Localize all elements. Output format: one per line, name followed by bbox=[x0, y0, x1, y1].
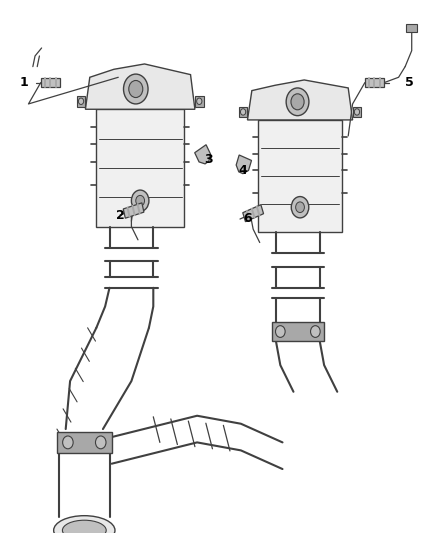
Polygon shape bbox=[41, 78, 60, 87]
Circle shape bbox=[129, 80, 143, 98]
Polygon shape bbox=[365, 78, 384, 87]
Circle shape bbox=[78, 98, 84, 104]
Text: 3: 3 bbox=[204, 154, 212, 166]
Polygon shape bbox=[57, 432, 112, 453]
Circle shape bbox=[286, 88, 309, 116]
Ellipse shape bbox=[62, 520, 106, 533]
Polygon shape bbox=[239, 107, 247, 117]
Text: 6: 6 bbox=[243, 212, 252, 225]
Circle shape bbox=[291, 94, 304, 110]
Circle shape bbox=[63, 436, 73, 449]
Polygon shape bbox=[195, 145, 210, 164]
Circle shape bbox=[136, 196, 145, 206]
Circle shape bbox=[311, 326, 320, 337]
Text: 1: 1 bbox=[20, 76, 28, 89]
Polygon shape bbox=[195, 96, 204, 107]
Polygon shape bbox=[353, 107, 361, 117]
Polygon shape bbox=[77, 96, 85, 107]
Bar bbox=[406, 24, 417, 32]
Polygon shape bbox=[123, 203, 144, 218]
Circle shape bbox=[197, 98, 202, 104]
Text: 5: 5 bbox=[405, 76, 414, 89]
Circle shape bbox=[240, 109, 246, 115]
Ellipse shape bbox=[53, 516, 115, 533]
Polygon shape bbox=[85, 64, 195, 109]
Circle shape bbox=[296, 202, 304, 213]
Circle shape bbox=[124, 74, 148, 104]
Polygon shape bbox=[96, 109, 184, 227]
Text: 4: 4 bbox=[239, 164, 247, 177]
Polygon shape bbox=[272, 322, 324, 341]
Polygon shape bbox=[247, 80, 353, 120]
Polygon shape bbox=[258, 120, 342, 232]
Circle shape bbox=[291, 197, 309, 218]
Circle shape bbox=[95, 436, 106, 449]
Circle shape bbox=[131, 190, 149, 212]
Circle shape bbox=[276, 326, 285, 337]
Polygon shape bbox=[243, 205, 264, 222]
Polygon shape bbox=[236, 155, 251, 174]
Circle shape bbox=[354, 109, 360, 115]
Text: 2: 2 bbox=[116, 209, 125, 222]
